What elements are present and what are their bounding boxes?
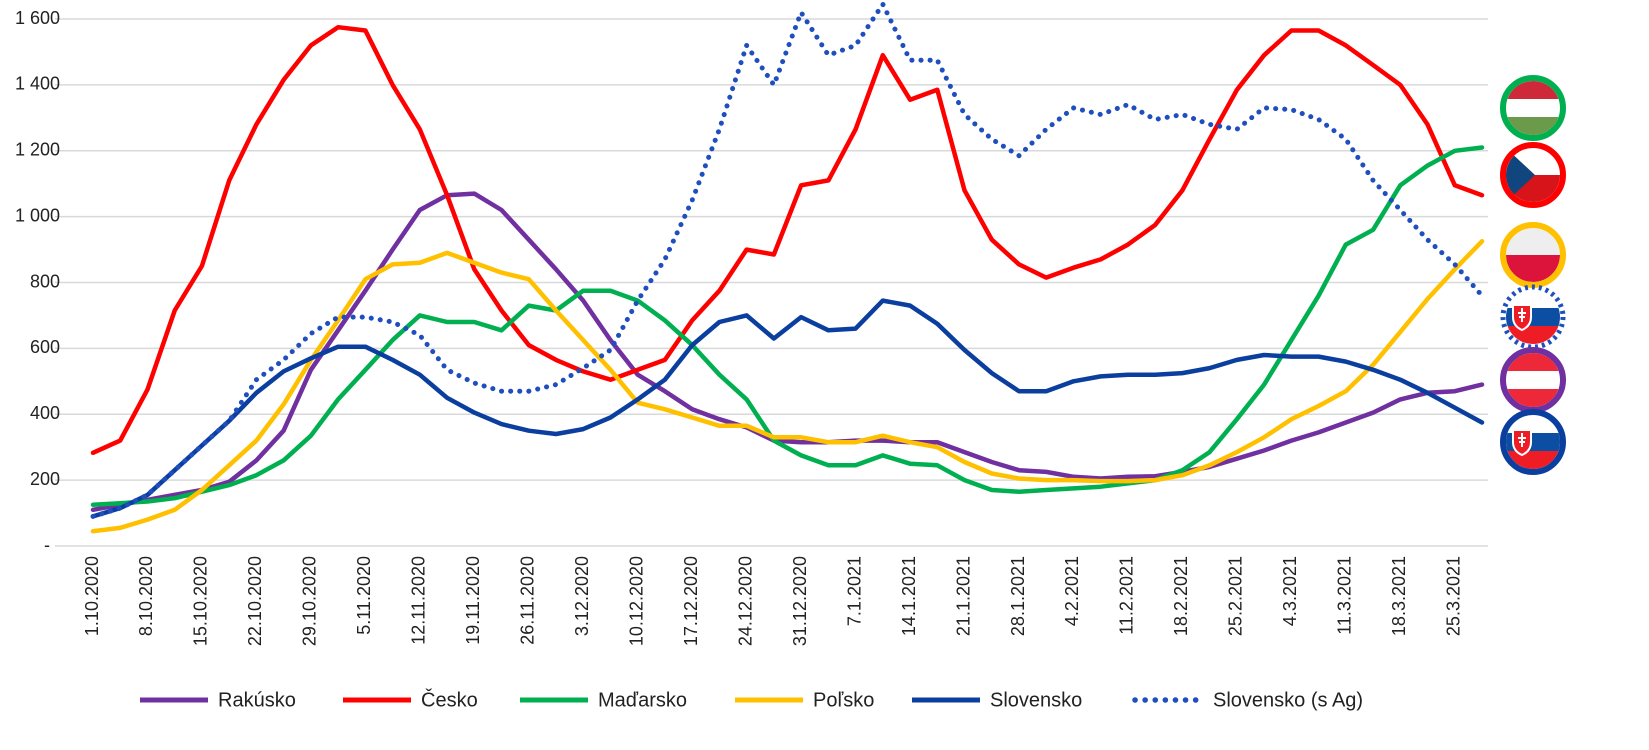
legend-item: Rakúsko: [140, 689, 296, 711]
series-line: [90, 1, 1485, 519]
x-tick-label: 24.12.2020: [735, 556, 755, 646]
x-tick-label: 21.1.2021: [953, 556, 973, 636]
x-tick-label: 18.3.2021: [1389, 556, 1409, 636]
flags: [1500, 75, 1566, 475]
x-tick-label: 8.10.2020: [136, 556, 156, 636]
x-tick-label: 5.11.2020: [354, 556, 374, 635]
x-tick-label: 4.3.2021: [1280, 556, 1300, 626]
y-tick-label: 1 000: [15, 205, 60, 225]
x-tick-label: 10.12.2020: [626, 556, 646, 646]
plot-area: - 200 400 600 800 1 000 1 200 1 400 1 600 1.10.20…: [15, 1, 1488, 646]
x-tick-label: 4.2.2021: [1062, 556, 1082, 626]
series-line: [90, 145, 1485, 508]
x-tick-label: 26.11.2020: [518, 556, 538, 645]
y-tick-label: 400: [30, 403, 60, 423]
x-tick-label: 22.10.2020: [245, 556, 265, 646]
legend-item: Poľsko: [735, 689, 874, 711]
series-line: [90, 298, 1485, 519]
legend-label: Rakúsko: [218, 689, 296, 711]
y-tick-label: 1 600: [15, 8, 60, 28]
y-tick-label: 1 400: [15, 74, 60, 94]
x-tick-label: 1.10.2020: [82, 556, 102, 636]
x-tick-label: 29.10.2020: [300, 556, 320, 646]
flag-hu: [1500, 75, 1566, 141]
y-tick-label: 600: [30, 337, 60, 357]
y-tick-label: -: [44, 535, 50, 555]
x-tick-label: 25.2.2021: [1226, 556, 1246, 636]
x-tick-label: 19.11.2020: [463, 556, 483, 645]
x-tick-label: 31.12.2020: [790, 556, 810, 646]
x-tick-label: 14.1.2021: [899, 556, 919, 636]
series-line: [90, 239, 1485, 534]
legend-label: Slovensko: [990, 689, 1082, 711]
x-tick-label: 11.3.2021: [1335, 556, 1355, 635]
legend-item: Maďarsko: [520, 689, 687, 711]
flag-pl: [1500, 222, 1566, 288]
x-tick-label: 28.1.2021: [1008, 556, 1028, 636]
x-tick-label: 3.12.2020: [572, 556, 592, 636]
flag-sk: [1500, 409, 1566, 475]
series-line: [90, 191, 1485, 513]
flag-sk-ag: [1500, 284, 1566, 350]
x-tick-label: 25.3.2021: [1444, 556, 1464, 636]
legend-item: Slovensko: [912, 689, 1082, 711]
x-tick-label: 7.1.2021: [844, 556, 864, 626]
legend-label: Česko: [421, 688, 478, 711]
legend-label: Slovensko (s Ag): [1213, 689, 1363, 711]
y-tick-label: 1 200: [15, 140, 60, 160]
flag-at: [1500, 347, 1566, 413]
legend-item: Slovensko (s Ag): [1132, 689, 1363, 711]
y-tick-label: 200: [30, 469, 60, 489]
x-tick-label: 18.2.2021: [1171, 556, 1191, 636]
flag-cz: [1500, 142, 1566, 208]
y-tick-label: 800: [30, 271, 60, 291]
x-tick-label: 12.11.2020: [409, 556, 429, 645]
legend-item: Česko: [343, 688, 478, 711]
legend-label: Maďarsko: [598, 689, 687, 711]
x-tick-label: 15.10.2020: [191, 556, 211, 646]
legend-label: Poľsko: [813, 689, 874, 711]
x-tick-label: 11.2.2021: [1117, 556, 1137, 635]
series-line: [90, 24, 1485, 456]
x-tick-label: 17.12.2020: [681, 556, 701, 646]
